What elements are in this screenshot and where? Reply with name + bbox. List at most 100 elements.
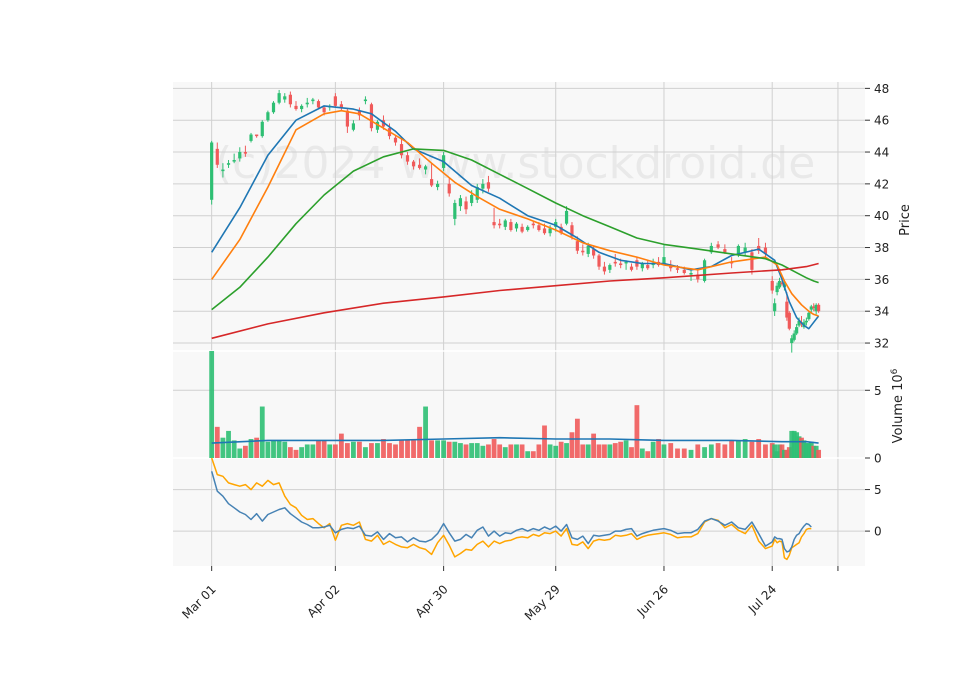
candle-body [790, 338, 794, 344]
candle-body [417, 164, 422, 168]
candle-body [743, 247, 747, 253]
volume-bar [547, 444, 553, 458]
volume-bar [779, 444, 785, 458]
volume-bar [542, 425, 547, 458]
candle-body [581, 250, 585, 253]
volume-bar [271, 440, 276, 458]
candle-body [775, 285, 779, 293]
volume-bar [784, 449, 790, 458]
candle-body [682, 269, 686, 274]
candle-body [736, 245, 740, 256]
volume-bar [536, 444, 542, 458]
candle-body [232, 159, 236, 162]
candle-body [243, 152, 247, 154]
x-tick-label: Apr 02 [304, 582, 342, 620]
volume-bar [618, 441, 624, 458]
candle-body [807, 312, 811, 320]
candle-body [570, 225, 574, 237]
candle-body [475, 187, 479, 200]
candle-body [559, 226, 563, 234]
candle-body [526, 226, 530, 231]
candle-body [238, 152, 242, 159]
volume-bar [553, 445, 559, 458]
volume-bar [629, 447, 634, 458]
candle-body [423, 166, 428, 170]
volume-bar [791, 430, 797, 458]
volume-axis-label-text: Volume 10 [891, 374, 906, 443]
candle-body [481, 183, 485, 189]
volume-bar [276, 440, 282, 458]
candle-body [271, 102, 276, 113]
candle-body [619, 263, 623, 266]
volume-bar [299, 447, 305, 458]
candle-body [333, 96, 337, 106]
volume-tick-label: 0 [874, 452, 882, 466]
candle-body [797, 320, 801, 326]
volume-bar [226, 430, 231, 458]
moving-average-line [211, 105, 820, 330]
volume-bar [237, 448, 243, 458]
volume-bar [469, 443, 475, 458]
candle-body [602, 266, 607, 272]
volume-bar [502, 447, 508, 458]
candle-body [662, 257, 666, 264]
candle-body [486, 182, 491, 189]
volume-bar [458, 443, 463, 458]
volume-bar [248, 439, 254, 458]
volume-bar [525, 451, 531, 458]
volume-bar [558, 441, 564, 458]
volume-bar [735, 440, 741, 458]
x-tick-label: May 29 [522, 582, 563, 623]
candle-body [316, 101, 321, 108]
price-tick-label: 42 [874, 177, 889, 191]
candle-body [586, 245, 590, 254]
volume-bar [435, 440, 441, 458]
candle-body [266, 112, 270, 121]
volume-bar [287, 447, 293, 458]
candle-body [809, 306, 813, 310]
price-tick-label: 46 [874, 114, 889, 128]
candle-body [723, 249, 727, 253]
moving-average-line [211, 148, 819, 311]
volume-bar [423, 406, 428, 458]
candle-body [351, 123, 356, 130]
volume-bar [474, 443, 480, 458]
volume-bar [293, 449, 299, 458]
candle-body [300, 105, 304, 110]
candle-body [537, 225, 541, 231]
price-axis-label: Price [898, 204, 913, 236]
indicator-panel [173, 458, 865, 566]
volume-bar [357, 441, 362, 458]
volume-bar [816, 449, 822, 458]
candle-body [283, 96, 287, 100]
candle-body [215, 148, 219, 165]
candle-body [260, 121, 264, 137]
candle-body [363, 99, 368, 102]
volume-bar [344, 443, 350, 458]
indicator-line [210, 471, 812, 553]
candle-body [804, 320, 809, 323]
candle-body [498, 223, 502, 226]
candle-body [787, 312, 791, 329]
candle-body [447, 183, 451, 194]
volume-axis-label: Volume 106 [890, 368, 906, 443]
volume-bar [801, 440, 807, 458]
volume-bar [316, 440, 321, 458]
candle-body [792, 333, 796, 340]
volume-bar [715, 443, 721, 458]
volume-bar [327, 444, 333, 458]
volume-bar [756, 439, 762, 458]
volume-bar [661, 444, 667, 458]
volume-bar [369, 443, 374, 458]
volume-bar [393, 444, 398, 458]
candle-body [458, 198, 463, 207]
candle-body [795, 327, 799, 334]
volume-bar [486, 444, 491, 458]
candle-body [608, 265, 612, 270]
candle-body [405, 155, 410, 162]
volume-bar [675, 448, 680, 458]
volume-tick-label: 5 [874, 384, 882, 398]
volume-bar [702, 447, 707, 458]
candle-body [221, 169, 225, 172]
